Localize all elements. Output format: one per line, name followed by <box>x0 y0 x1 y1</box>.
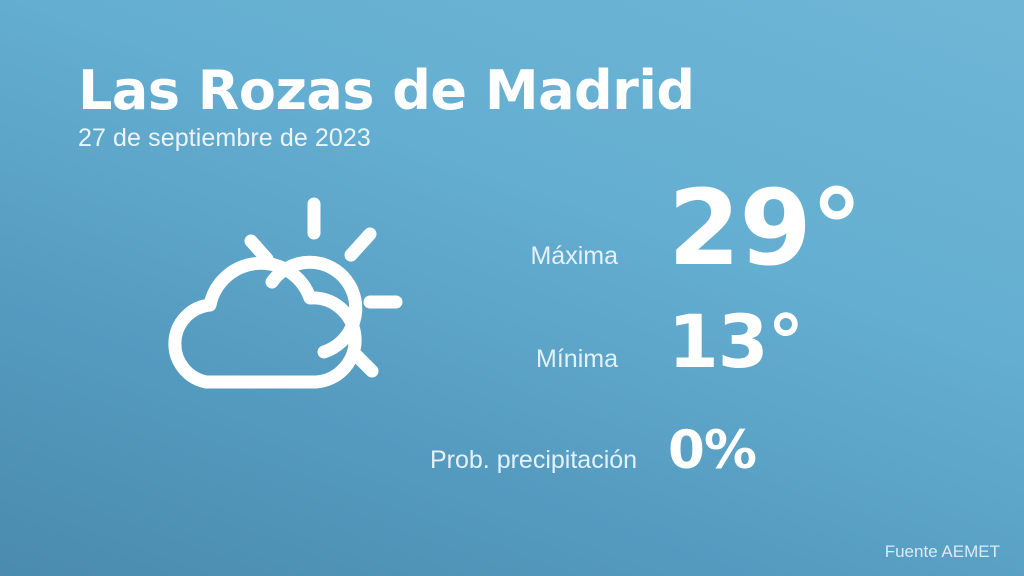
max-temperature-value: 29° <box>668 167 863 289</box>
reading-row-max-temperature: Máxima 29° <box>430 176 950 306</box>
sun-ray-upper-left <box>244 234 274 266</box>
readings-list: Máxima 29° Mínima 13° Prob. precipitació… <box>430 176 950 494</box>
source-attribution: Fuente AEMET <box>884 542 1000 561</box>
min-temperature-value: 13° <box>668 300 804 385</box>
page-title: Las Rozas de Madrid <box>78 59 695 122</box>
reading-row-min-temperature: Mínima 13° <box>430 306 950 424</box>
max-temperature-label: Máxima <box>530 242 618 270</box>
precipitation-value: 0% <box>668 420 757 481</box>
partly-cloudy-icon <box>148 186 418 416</box>
sun-ray-upper-right <box>344 227 377 262</box>
forecast-date: 27 de septiembre de 2023 <box>78 124 371 153</box>
reading-row-precipitation: Prob. precipitación 0% <box>430 424 950 494</box>
min-temperature-label: Mínima <box>536 345 618 373</box>
precipitation-label: Prob. precipitación <box>430 446 638 474</box>
header: Las Rozas de Madrid 27 de septiembre de … <box>78 59 695 153</box>
cloud-shape <box>168 256 362 389</box>
